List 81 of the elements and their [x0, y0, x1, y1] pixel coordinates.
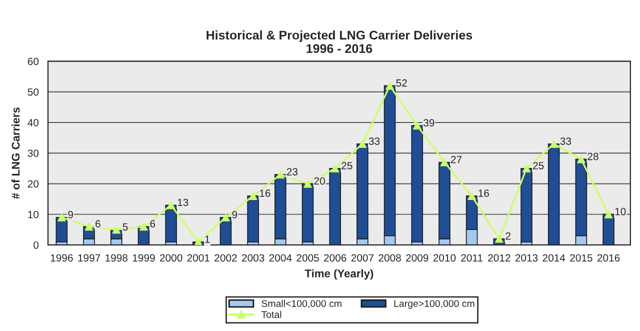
x-tick-label: 2012	[488, 254, 510, 262]
data-label: 10	[615, 208, 626, 216]
point	[304, 180, 312, 188]
chart-title: Historical & Projected LNG Carrier Deliveries 1996 - 2016	[206, 30, 472, 54]
y-axis-title: # of LNG Carriers	[11, 108, 20, 199]
point	[167, 201, 176, 210]
x-tick-label: 1996	[50, 254, 73, 262]
bar	[302, 183, 314, 242]
point	[140, 222, 148, 231]
data-label: 28	[588, 152, 598, 160]
data-label: 39	[424, 119, 434, 126]
x-tick-label: 2005	[296, 254, 319, 262]
x-tick-label: 2003	[242, 254, 264, 262]
point	[358, 140, 366, 148]
point	[58, 213, 66, 222]
point	[495, 234, 504, 243]
y-tick-label: 10	[28, 210, 39, 218]
point	[468, 192, 476, 200]
point	[222, 213, 230, 222]
data-label: 9	[68, 210, 73, 218]
data-label: 33	[560, 137, 571, 145]
legend-label: Large>100,000 cm	[394, 300, 474, 309]
data-label: 25	[342, 162, 352, 170]
point	[522, 164, 530, 172]
x-tick-label: 2006	[324, 254, 346, 262]
x-tick-label: 1998	[106, 254, 128, 262]
x-tick-label: 1999	[132, 254, 155, 262]
legend-label: Total	[261, 310, 282, 318]
point	[85, 222, 94, 231]
point	[249, 192, 258, 200]
x-tick-label: 2002	[214, 254, 237, 262]
y-tick-label: 40	[28, 118, 39, 126]
x-tick-label: 2004	[269, 254, 292, 262]
data-label: 23	[286, 168, 298, 176]
data-label: 16	[260, 190, 270, 197]
data-label: 2	[506, 232, 510, 240]
point	[550, 140, 558, 148]
y-tick-label: 50	[28, 88, 39, 96]
bar	[247, 196, 259, 242]
y-tick-label: 20	[28, 180, 39, 188]
x-tick-label: 2007	[351, 254, 374, 262]
x-tick-label: 2016	[597, 254, 620, 262]
data-label: 33	[368, 137, 380, 145]
y-tick-label: 0	[34, 241, 39, 249]
y-tick-label: 30	[28, 150, 39, 157]
x-axis-title: Time (Yearly)	[304, 269, 374, 280]
data-label: 16	[478, 190, 489, 197]
x-tick-label: 2013	[515, 254, 538, 262]
point	[413, 122, 422, 130]
point	[440, 158, 448, 166]
bar	[165, 204, 177, 242]
data-label: 27	[451, 156, 462, 164]
data-label: 13	[178, 198, 188, 206]
x-tick-label: 2001	[187, 254, 210, 262]
data-label: 25	[533, 162, 544, 170]
x-tick-label: 2011	[461, 254, 483, 262]
x-tick-label: 1997	[78, 254, 100, 262]
x-tick-label: 2014	[542, 254, 566, 262]
point	[386, 82, 394, 90]
x-tick-label: 2010	[433, 254, 456, 262]
data-label: 9	[232, 210, 238, 218]
point	[276, 170, 284, 179]
bar	[411, 125, 424, 242]
data-label: 52	[396, 79, 407, 87]
point	[331, 164, 340, 172]
x-tick-label: 2009	[406, 254, 428, 262]
x-tick-label: 2015	[570, 254, 592, 262]
data-label: 1	[205, 236, 210, 243]
x-tick-label: 2000	[160, 254, 182, 262]
point	[604, 210, 613, 218]
data-label: 6	[96, 220, 100, 228]
point	[112, 226, 120, 234]
point	[577, 155, 586, 164]
bar	[520, 168, 532, 242]
data-label: 6	[150, 220, 156, 228]
data-label: 20	[314, 177, 325, 185]
x-tick-label: 2008	[378, 254, 401, 262]
point	[194, 238, 202, 245]
y-tick-label: 60	[28, 58, 39, 66]
legend-label: Small<100,000 cm	[262, 300, 342, 308]
data-label: 5	[122, 223, 128, 231]
